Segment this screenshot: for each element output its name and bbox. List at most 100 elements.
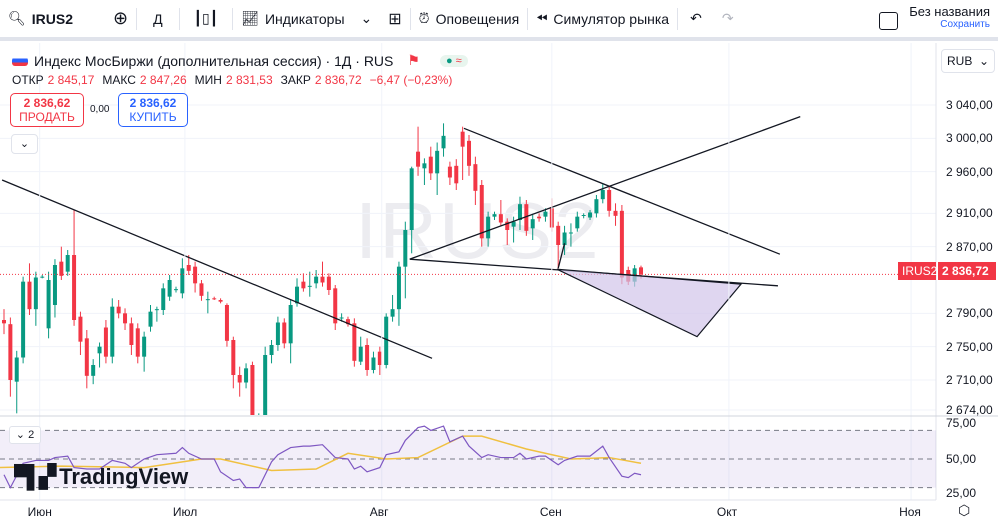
candle-body [416,151,421,167]
rsi-axis-label: 50,00 [946,452,977,466]
time-axis-label: Июн [27,505,52,519]
candle-body [594,199,599,214]
layout-square-icon[interactable] [879,12,898,30]
chevron-down-icon: ⌄ [360,10,373,26]
tradingview-logo[interactable]: ▀▌▞ TradingView [14,464,189,489]
candle-body [568,232,573,234]
candle-body [72,255,77,320]
layout-save[interactable]: Без названия Сохранить [909,4,990,30]
candle-body [524,204,529,231]
rewind-icon: ⏪︎ [536,10,548,26]
candle-body [600,190,605,200]
price-axis-label: 3 040,00 [946,98,993,112]
symbol-search[interactable]: 🔍︎ IRUS2 [8,10,74,27]
undo-button[interactable]: ↶ [678,0,714,37]
divider [232,7,234,30]
flag-icon[interactable]: ⚑ [407,52,420,68]
compare-button[interactable]: ⊕ [105,0,136,37]
candle-body [218,300,223,302]
candle-body [371,357,376,370]
candles-icon: ┃▯┃ [193,10,219,26]
indicators-dropdown[interactable]: ⌄ [353,0,381,37]
candle-body [14,357,19,382]
price-axis-label: 2 960,00 [946,164,993,179]
candle-body [562,232,567,245]
chevron-down-icon: ⌄ [978,54,989,68]
candle-body [326,276,331,290]
time-axis-label: Окт [716,505,738,519]
candle-body [403,230,408,267]
interval-button[interactable]: Д [153,10,163,27]
save-link[interactable]: Сохранить [940,19,990,30]
trend-line [1,179,433,359]
candle-body [123,313,128,324]
candle-body [135,328,140,357]
candle-body [467,140,472,166]
candle-body [365,345,370,370]
currency-select[interactable]: RUB ⌄ [941,49,995,73]
divider [409,7,411,30]
price-axis-label: 2 910,00 [946,206,993,221]
market-status-badge[interactable]: ● ≈ [439,54,468,67]
candle-body [556,225,561,245]
candle-body [231,340,236,375]
grid-icon: ⊞ [388,10,402,28]
candle-body [447,166,452,178]
candle-body [263,355,268,415]
candle-body [59,261,64,276]
rsi-axis-label: 75,00 [946,416,977,430]
candle-body [479,185,484,239]
sell-button[interactable]: 2 836,62 ПРОДАТЬ [10,93,84,127]
tradingview-logo-icon: ▀▌▞ [14,464,56,489]
candle-body [377,351,382,365]
candle-body [288,305,293,344]
candle-body [607,190,612,211]
layout-button[interactable]: ⊞ [380,0,409,37]
candle-body [581,215,586,216]
candle-body [199,283,204,296]
redo-button[interactable]: ↷ [714,0,742,37]
settings-hexagon-icon[interactable]: ⬡ [958,502,971,518]
candle-body [282,322,287,344]
candle-body [384,316,389,365]
candle-body [498,214,503,223]
chevron-down-icon: ⌄ [19,138,30,150]
spread-value: 0,00 [90,104,110,115]
divider [527,7,529,30]
candle-body [8,324,13,380]
buy-button[interactable]: 2 836,62 КУПИТЬ [118,93,188,127]
price-tag-value: 2 836,72 [938,262,996,280]
candle-body [78,316,83,342]
candle-body [320,276,325,283]
indicators-button[interactable]: 📈︎ Индикаторы [241,10,345,27]
candle-body [180,268,185,294]
candle-body [275,322,280,345]
trend-line [409,116,801,260]
triangle-drawing [556,268,743,338]
redo-icon: ↷ [721,10,734,26]
chart-type-button[interactable]: ┃▯┃ [180,0,233,37]
replay-button[interactable]: ⏪︎ Симулятор рынка [536,10,670,27]
main-pane [0,104,936,415]
candle-body [422,163,427,169]
alerts-button[interactable]: ⏰︎ Оповещения [418,10,520,27]
russia-flag-icon [12,55,28,66]
candle-body [639,267,643,275]
candle-body [588,212,593,218]
price-axis-label: 2 870,00 [946,239,993,254]
rsi-ma-line [0,435,642,472]
candle-body [110,306,115,357]
candle-body [409,168,414,230]
price-axis-label: 2 674,00 [946,403,993,417]
rsi-collapse-button[interactable]: ⌄ 2 [9,426,41,444]
candle-body [250,365,255,415]
candle-body [167,280,172,297]
candle-body [244,368,249,383]
candle-body [454,165,459,184]
trend-line [463,127,781,255]
collapse-legend-button[interactable]: ⌄ [11,134,38,154]
rsi-line [3,425,642,489]
time-axis-label: Авг [369,505,389,519]
candle-body [492,214,497,217]
